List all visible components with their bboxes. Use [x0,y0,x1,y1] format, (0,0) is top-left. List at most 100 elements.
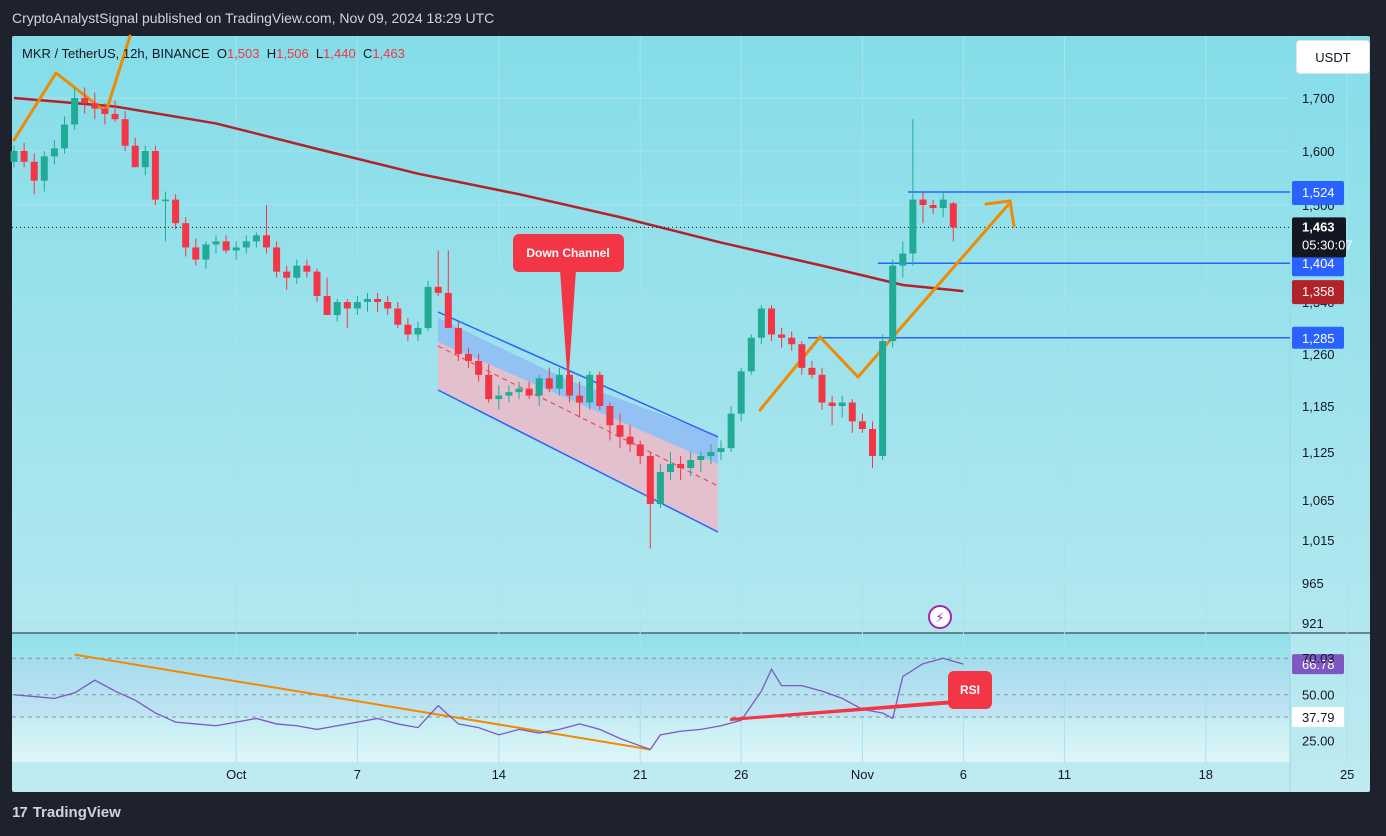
candle-body [899,253,907,266]
candle-body [798,344,806,368]
channel-mid-line [437,345,719,487]
candle-body [828,402,836,406]
high-label: H [266,46,277,61]
symbol-info: MKR / TetherUS, 12h, BINANCE [22,46,210,61]
candle-body [30,161,38,181]
time-tick-label: 6 [960,767,967,782]
tradingview-brand: TradingView [32,804,121,821]
rsi-callout-label: RSI [960,683,980,697]
candle-body [586,374,594,403]
tradingview-logo-icon: 17 [12,804,28,821]
candle-body [252,235,260,242]
candle-body [131,145,139,168]
candle-body [545,378,553,389]
price-tags: 1,524 1,404 1,358 1,463 05:30:07 1,285 [1292,181,1353,349]
candle-body [192,247,200,260]
candle-body [717,448,725,452]
candle-body [606,406,614,426]
candle-body [505,392,513,396]
candles [10,87,957,549]
tradingview-logo[interactable]: 17 TradingView [12,804,121,821]
candle-body [61,124,68,149]
candle-body [879,341,887,456]
time-tick-label: 11 [1058,767,1072,782]
level-tag-1285 [1292,326,1344,349]
lightning-glyph: ⚡ [935,611,944,626]
candle-body [10,151,18,162]
candle-body [656,472,664,504]
chart-background [12,36,1370,792]
candle-body [91,103,99,109]
candle-body [616,425,624,437]
candle-body [929,205,937,209]
ma-tag-1358 [1292,280,1344,305]
lightning-icon: ⚡ [928,605,952,629]
candle-body [596,374,604,406]
time-tick-label: Oct [226,767,247,782]
candle-body [273,247,281,272]
rsi-current-tag [1292,654,1344,675]
candle-body [465,354,472,361]
callout-label: Down Channel [526,246,609,260]
candle-body [454,328,462,354]
candle-body [313,271,321,296]
candle-body [202,244,210,260]
price-tick-label: 1,125 [1302,445,1335,460]
close-label: C [362,46,373,61]
time-tick-label: Nov [851,767,875,782]
rsi-callout-pointer [730,700,955,721]
candle-body [737,371,745,414]
candle-body [485,374,493,400]
candle-body [121,119,129,146]
currency-unit-button[interactable]: USDT [1296,40,1370,74]
lightning-circle [928,605,952,629]
candle-body [707,452,715,456]
price-tick-label: 1,600 [1302,144,1335,159]
candle-body [111,113,119,120]
level-tag-1524 [1292,181,1344,206]
candle-body [424,286,432,328]
candle-body [697,456,705,460]
symbol-legend: MKR / TetherUS, 12h, BINANCE O1,503 H1,5… [22,46,405,61]
price-tick-label: 921 [1302,616,1324,631]
high-value: 1,506 [276,46,309,61]
candle-body [242,241,250,248]
candle-body [374,298,382,302]
price-tick-label: 1,700 [1302,91,1335,106]
candle-body [646,456,654,504]
candle-body [555,374,563,389]
rsi-callout-box [948,671,992,709]
low-value: 1,440 [323,46,356,61]
moving-average-line [13,96,964,293]
candle-body [667,464,674,472]
candle-body [677,464,685,468]
candle-body [141,151,149,168]
time-tick-label: 25 [1340,767,1354,782]
rsi-pane: RSI [12,653,1290,751]
candle-body [20,151,28,162]
candle-body [384,302,392,309]
candle-body [475,360,483,375]
callout-pointer [560,270,576,386]
callout-box [513,234,624,272]
rsi-tick-label: 70.03 [1302,651,1335,666]
candle-body [263,235,270,248]
candle-body [525,388,533,396]
channel-top-line [437,311,719,438]
candle-body [212,241,220,245]
time-tick-label: 14 [492,767,506,782]
candle-body [222,241,230,251]
publish-bar: CryptoAnalystSignal published on Trading… [0,0,1386,36]
ma-tag-1358-text: 1,358 [1302,284,1335,299]
candle-body [151,151,159,200]
candle-body [444,292,452,328]
candle-body [232,247,240,251]
candle-body [566,374,573,396]
footer-bar: 17 TradingView [0,790,1386,836]
orange-zigzag-arrow [758,203,1010,412]
candle-body [909,199,917,254]
price-tick-label: 1,185 [1302,399,1335,414]
rsi-level-tag [1292,707,1344,728]
rsi-pane-background [12,634,1290,762]
